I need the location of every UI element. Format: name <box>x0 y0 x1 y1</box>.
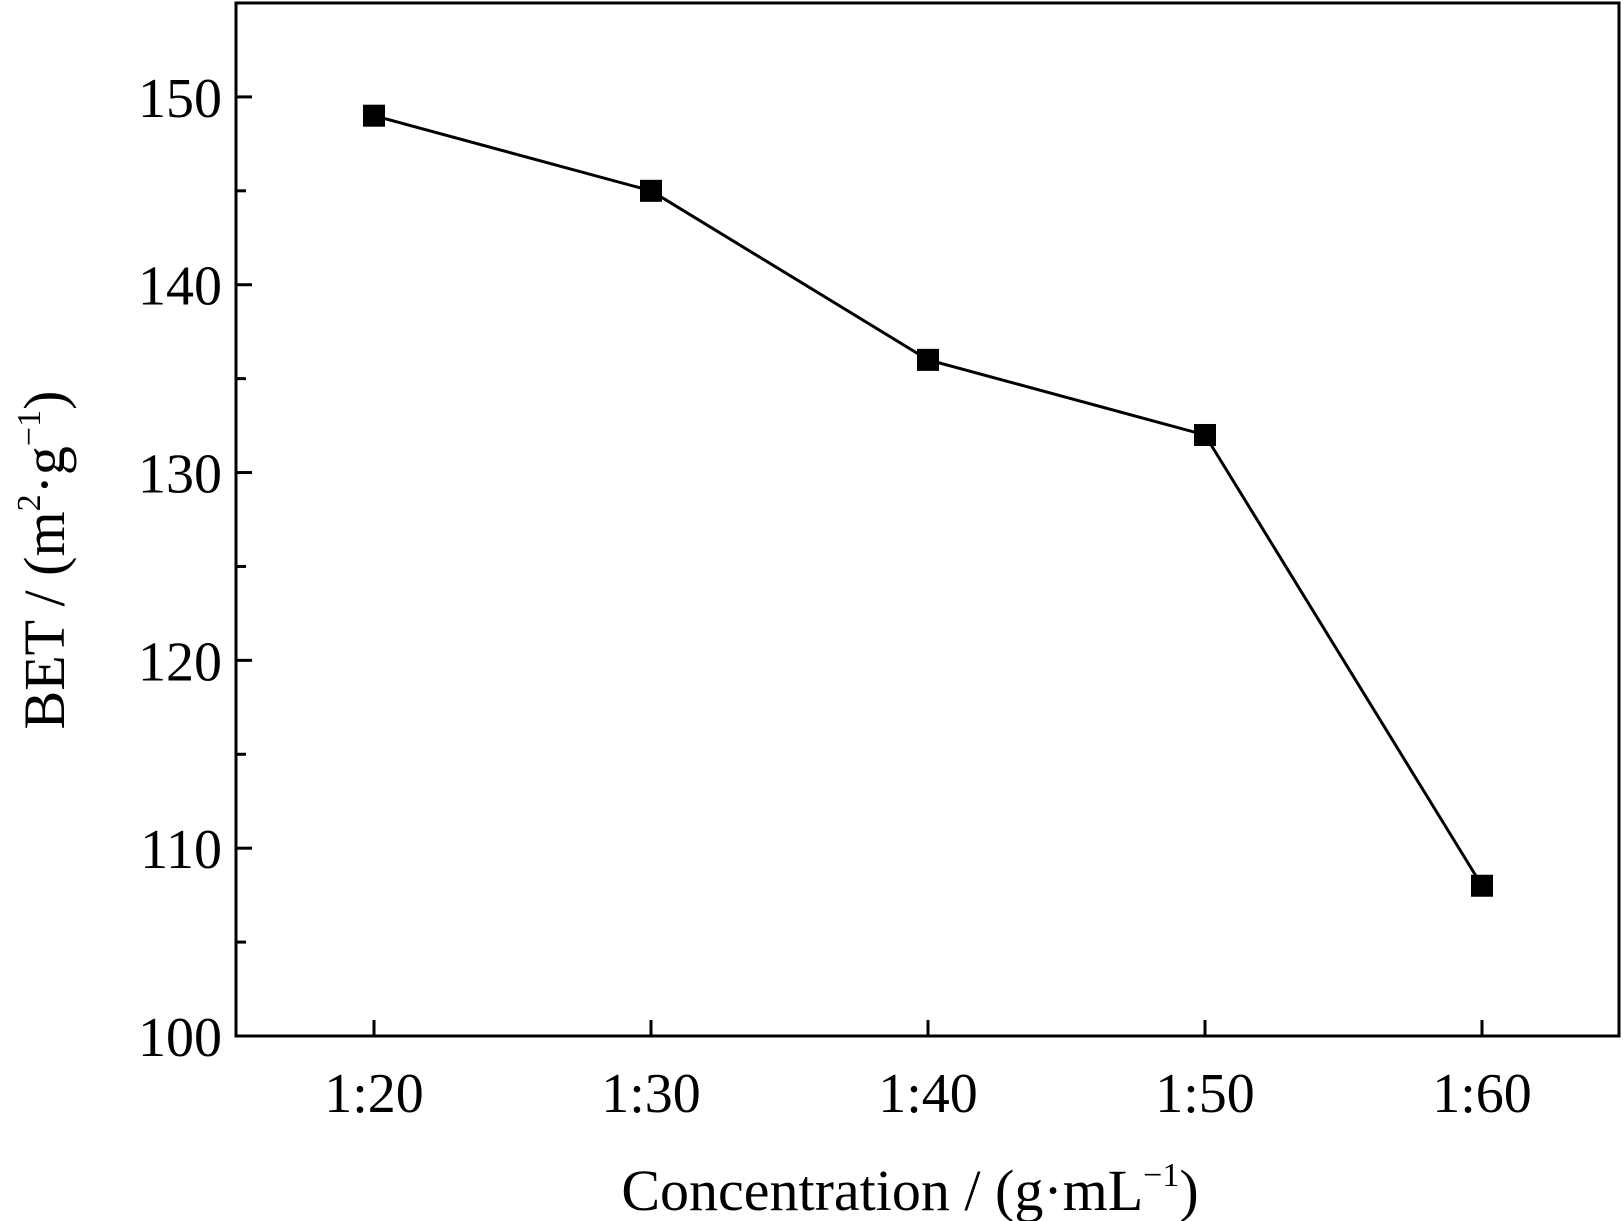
x-tick-label-1:50: 1:50 <box>1155 1063 1255 1125</box>
x-tick-label-1:60: 1:60 <box>1432 1063 1532 1125</box>
x-axis-title: Concentration / (g·mL−1) <box>621 1157 1198 1221</box>
x-tick-label-1:30: 1:30 <box>601 1063 701 1125</box>
y-axis-title: BET / (m2·g−1) <box>11 391 77 730</box>
y-tick-label-110: 110 <box>140 819 222 881</box>
plot-area: 100 110 120 130 140 150 1:20 1:30 1:40 1:50 1:60 <box>138 1 1621 1125</box>
data-point-1:40 <box>917 348 939 371</box>
y-tick-label-120: 120 <box>138 631 222 693</box>
y-tick-label-140: 140 <box>138 256 222 318</box>
plot-frame <box>234 1 1621 1038</box>
series-line-0 <box>373 114 1484 887</box>
y-tick-label-100: 100 <box>138 1007 222 1069</box>
y-tick-label-130: 130 <box>138 444 222 506</box>
x-tick-label-1:40: 1:40 <box>878 1063 978 1125</box>
y-tick-label-150: 150 <box>138 68 222 130</box>
data-point-1:20 <box>363 104 385 127</box>
data-point-1:60 <box>1471 874 1493 897</box>
data-point-1:30 <box>640 179 662 202</box>
x-tick-label-1:20: 1:20 <box>324 1063 424 1125</box>
data-point-1:50 <box>1194 423 1216 446</box>
